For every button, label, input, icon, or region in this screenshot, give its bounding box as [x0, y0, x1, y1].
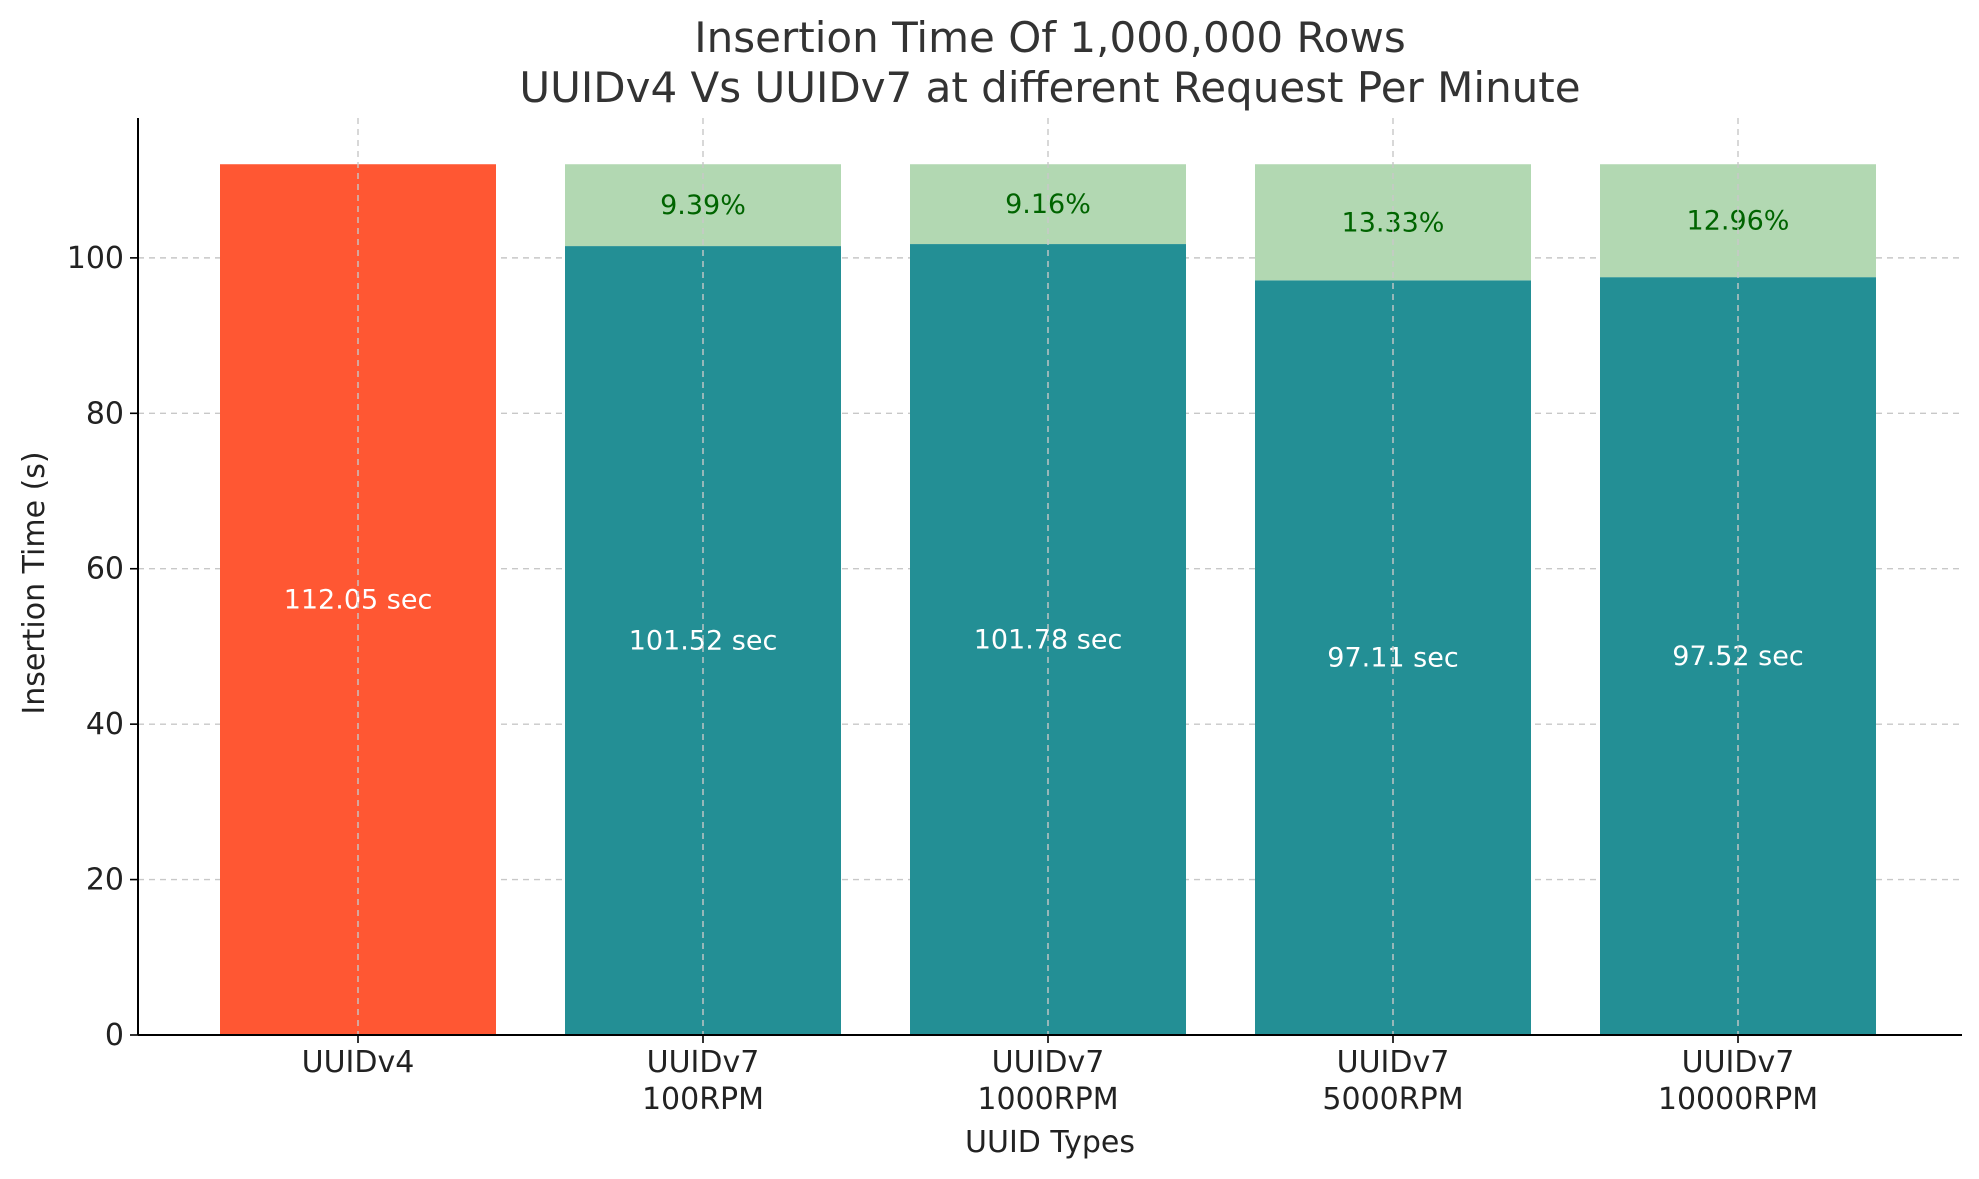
y-tick-label: 100	[67, 241, 124, 276]
chart-title-line-1: Insertion Time Of 1,000,000 Rows	[694, 13, 1405, 62]
chart-title-line-2: UUIDv4 Vs UUIDv7 at different Request Pe…	[519, 63, 1580, 112]
value-label: 97.52 sec	[1672, 641, 1803, 672]
improvement-label: 9.16%	[1005, 189, 1091, 220]
x-tick-label: UUIDv7	[1337, 1045, 1450, 1080]
value-label: 112.05 sec	[284, 585, 433, 616]
improvement-label: 9.39%	[660, 190, 746, 221]
y-tick-label: 20	[86, 863, 124, 898]
y-axis-label: Insertion Time (s)	[17, 451, 52, 714]
y-tick-label: 80	[86, 396, 124, 431]
bar-uuidv7	[1600, 277, 1876, 1035]
x-tick-label: UUIDv7	[1682, 1045, 1795, 1080]
x-tick-label: 1000RPM	[977, 1082, 1118, 1117]
x-tick-label: 10000RPM	[1658, 1082, 1818, 1117]
y-tick-label: 0	[105, 1018, 124, 1053]
x-tick-label: 100RPM	[642, 1082, 764, 1117]
x-tick-label: UUIDv7	[647, 1045, 760, 1080]
x-tick-label: UUIDv4	[302, 1045, 415, 1080]
x-tick-label: 5000RPM	[1322, 1082, 1463, 1117]
y-tick-label: 60	[86, 552, 124, 587]
x-tick-label: UUIDv7	[992, 1045, 1105, 1080]
y-tick-label: 40	[86, 707, 124, 742]
x-axis-label: UUID Types	[965, 1125, 1135, 1160]
